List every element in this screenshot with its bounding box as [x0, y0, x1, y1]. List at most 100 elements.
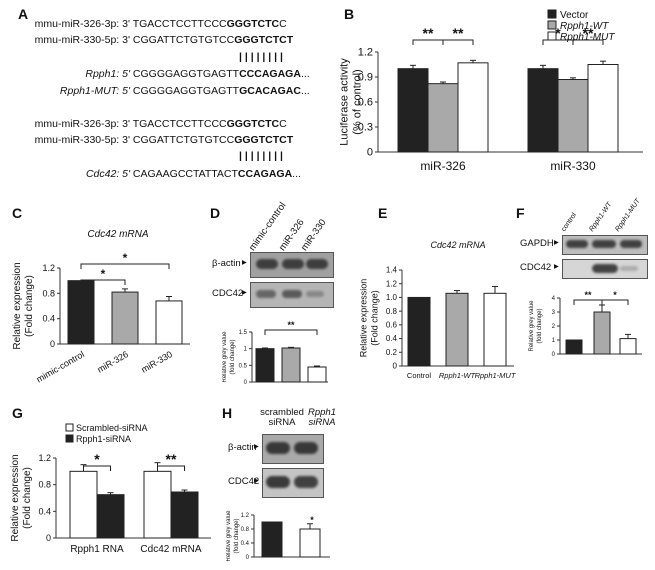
chart-f-y-tick-label: 3 [552, 310, 556, 316]
chart-b-legend-label: Vector [560, 10, 589, 21]
chart-b-significance-label: ** [453, 25, 464, 41]
chart-e-y-tick-label: 1.4 [386, 266, 398, 275]
panel-label-b: B [344, 6, 355, 22]
chart-f-y-axis-label: (fold change) [537, 308, 543, 343]
chart-e-bar [483, 292, 507, 367]
chart-e-y-tick-label: 0.6 [386, 321, 398, 330]
blot-row-label: GAPDH [520, 238, 554, 249]
chart-d-y-tick-label: 1 [244, 347, 248, 353]
blot-arrow-icon: ▸ [242, 257, 247, 268]
chart-g-y-tick-label: 1.2 [38, 453, 51, 463]
chart-f-y-tick-label: 2 [552, 324, 556, 330]
chart-b-bar [427, 83, 459, 153]
blot-band [620, 240, 642, 248]
chart-h-grey-value: 0 0.4 0.8 1.2 Relative grey value (fold chang… [226, 510, 330, 562]
chart-c-y-axis-label: (Fold change) [24, 275, 35, 337]
chart-h-y-axis-label: Relative grey value [226, 510, 232, 562]
blot-band [256, 259, 278, 269]
chart-f-significance-bracket [573, 299, 603, 305]
chart-h-significance-label: * [310, 515, 314, 525]
chart-e-y-tick-label: 0.4 [386, 334, 398, 343]
chart-h-y-tick-label: 0 [246, 555, 250, 561]
sequence-row: Cdc42: 5' CAGAAGCCTATTACTCCAGAGA... [18, 168, 301, 180]
chart-g-y-tick-label: 0.8 [38, 480, 51, 490]
sequence-tail: ... [292, 168, 301, 180]
sequence-plain: CGGGGAGGTGAGTT [130, 85, 240, 97]
chart-h-y-tick-label: 0.8 [241, 527, 250, 533]
chart-g-category-label: Rpph1 RNA [70, 544, 124, 555]
chart-b-y-axis-label: (% of control) [352, 69, 364, 134]
chart-b-y-tick-label: 0.9 [358, 72, 373, 84]
blot-lane-label: Rpph1 siRNA [308, 407, 336, 428]
sequence-plain: CAGAAGCCTATTACT [130, 168, 238, 180]
chart-f-y-tick-label: 1 [552, 338, 556, 344]
blot-lane-label: Rpph1-MUT [614, 197, 642, 233]
blot-row-label: CDC42 [228, 476, 260, 487]
chart-g-significance-label: ** [166, 451, 177, 467]
chart-g-bar [143, 470, 172, 539]
chart-b-legend-swatch [547, 9, 557, 19]
chart-c-bar [111, 291, 139, 345]
sequence-plain: CGGGGAGGTGAGTT [130, 68, 240, 80]
chart-b-y-tick-label: 0.6 [358, 97, 373, 109]
chart-d-grey-value: 0 0.5 1 1.5 Relative grey value (fold change)… [222, 320, 328, 386]
chart-g-legend-swatch [65, 434, 74, 443]
chart-g-y-axis-label: Relative expression [10, 454, 21, 541]
chart-c-significance-label: * [123, 251, 128, 265]
sequence-tail: C [279, 18, 287, 30]
blot-band [256, 290, 276, 298]
chart-d-bar [307, 366, 327, 383]
chart-g-y-tick-label: 0.4 [38, 506, 51, 516]
chart-e-y-tick-label: 0 [393, 362, 398, 371]
sequence-seed: GGGTCTC [226, 18, 280, 30]
chart-c-category-label: mimic-control [35, 349, 86, 384]
chart-c-bar [67, 280, 95, 345]
blot-band [282, 290, 302, 298]
chart-c-y-tick-label: 0.4 [42, 314, 55, 324]
sequence-name: mmu-miR-330-5p: 3' [34, 34, 130, 46]
sequence-plain: CGGATTCTGTGTCC [130, 134, 235, 146]
chart-e-y-tick-label: 1.0 [386, 293, 398, 302]
chart-b-bar [457, 62, 489, 153]
blot-band [282, 259, 304, 269]
chart-c-y-axis-label: Relative expression [12, 262, 23, 349]
sequence-row: Rpph1-MUT: 5' CGGGGAGGTGAGTTGCACAGAC... [18, 85, 310, 97]
chart-d-y-tick-label: 0.5 [239, 363, 248, 369]
panel-label-d: D [210, 205, 221, 221]
blot-row-label: CDC42 [212, 288, 244, 299]
chart-e-y-tick-label: 0.2 [386, 348, 398, 357]
chart-c-title: Cdc42 mRNA [87, 229, 148, 240]
panel-label-g: G [12, 405, 23, 421]
chart-h-y-axis-label: (fold change) [234, 518, 240, 553]
chart-h-y-tick-label: 0.4 [241, 541, 250, 547]
chart-b-legend-swatch [547, 20, 557, 30]
sequence-name: mmu-miR-330-5p: 3' [34, 134, 130, 146]
chart-g-significance-label: * [94, 451, 100, 467]
blot-band [306, 259, 328, 269]
chart-e-category-label: Rpph1-WT [439, 371, 477, 380]
chart-b-significance-label: ** [423, 25, 434, 41]
chart-g-bar [170, 491, 199, 539]
sequence-name: mmu-miR-326-3p: 3' [34, 18, 130, 30]
sequence-name: Rpph1-MUT: 5' [59, 85, 130, 97]
sequence-tail: C [279, 118, 287, 130]
chart-c-significance-label: * [101, 267, 106, 281]
chart-c-significance-bracket [80, 279, 126, 285]
chart-e-y-tick-label: 1.2 [386, 279, 398, 288]
blot-band [266, 442, 290, 454]
chart-c-cdc42-mrna: 0 0.4 0.8 1.2 Relative expression (Fold chang… [12, 229, 190, 384]
chart-b-significance-bracket [442, 39, 474, 45]
chart-g-significance-bracket [83, 465, 111, 471]
chart-b-bar [587, 64, 619, 153]
sequence-row: mmu-miR-330-5p: 3' CGGATTCTGTGTCCGGGTCTC… [18, 134, 294, 146]
base-pairing-lines: | | | | | | | | [239, 150, 283, 162]
blot-band [620, 265, 638, 271]
sequence-row: Rpph1: 5' CGGGGAGGTGAGTTCCCAGAGA... [18, 68, 309, 80]
sequence-seed: GCACAGAC [239, 85, 301, 97]
chart-d-y-tick-label: 1.5 [239, 330, 248, 336]
chart-e-category-label: Control [407, 371, 432, 380]
blot-band [592, 263, 618, 273]
chart-g-legend-swatch [65, 423, 74, 432]
chart-f-y-axis-label: Relative grey value [529, 300, 535, 352]
